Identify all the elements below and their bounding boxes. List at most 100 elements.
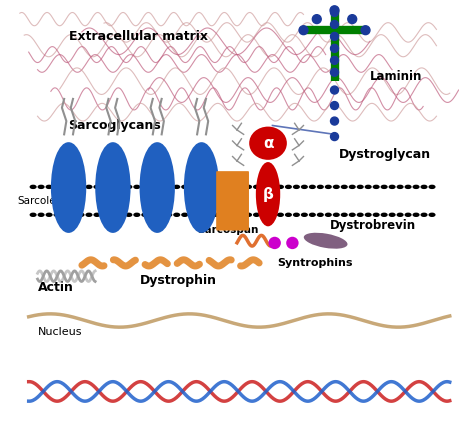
Ellipse shape bbox=[52, 143, 85, 232]
Ellipse shape bbox=[309, 213, 316, 217]
Ellipse shape bbox=[333, 185, 340, 189]
Ellipse shape bbox=[197, 213, 204, 217]
Ellipse shape bbox=[286, 237, 299, 249]
Ellipse shape bbox=[373, 185, 380, 189]
Ellipse shape bbox=[253, 213, 260, 217]
Ellipse shape bbox=[293, 185, 300, 189]
Ellipse shape bbox=[157, 185, 164, 189]
Ellipse shape bbox=[412, 213, 419, 217]
Ellipse shape bbox=[420, 213, 428, 217]
Ellipse shape bbox=[420, 185, 428, 189]
Circle shape bbox=[330, 21, 338, 29]
Ellipse shape bbox=[428, 185, 436, 189]
Ellipse shape bbox=[269, 185, 276, 189]
Ellipse shape bbox=[397, 213, 404, 217]
Ellipse shape bbox=[125, 185, 132, 189]
Text: Laminin: Laminin bbox=[370, 70, 422, 83]
Ellipse shape bbox=[197, 185, 204, 189]
Ellipse shape bbox=[70, 213, 77, 217]
Ellipse shape bbox=[285, 213, 292, 217]
Ellipse shape bbox=[341, 213, 348, 217]
Ellipse shape bbox=[304, 233, 347, 249]
Ellipse shape bbox=[205, 185, 212, 189]
Circle shape bbox=[330, 6, 339, 15]
Circle shape bbox=[361, 26, 370, 35]
Ellipse shape bbox=[70, 185, 77, 189]
Ellipse shape bbox=[165, 185, 172, 189]
Circle shape bbox=[330, 86, 338, 94]
Circle shape bbox=[330, 132, 338, 140]
Ellipse shape bbox=[349, 213, 356, 217]
Ellipse shape bbox=[249, 127, 287, 160]
Ellipse shape bbox=[133, 213, 140, 217]
Ellipse shape bbox=[341, 185, 348, 189]
Ellipse shape bbox=[229, 185, 236, 189]
Ellipse shape bbox=[62, 213, 69, 217]
Ellipse shape bbox=[165, 213, 172, 217]
Circle shape bbox=[299, 26, 308, 35]
Circle shape bbox=[330, 45, 338, 52]
Ellipse shape bbox=[118, 185, 124, 189]
Ellipse shape bbox=[109, 185, 117, 189]
Ellipse shape bbox=[237, 213, 244, 217]
Ellipse shape bbox=[301, 185, 308, 189]
Ellipse shape bbox=[381, 185, 388, 189]
Ellipse shape bbox=[389, 213, 396, 217]
Ellipse shape bbox=[389, 185, 396, 189]
Ellipse shape bbox=[229, 213, 236, 217]
Text: Sarcospan: Sarcospan bbox=[197, 225, 258, 235]
Ellipse shape bbox=[325, 213, 332, 217]
Ellipse shape bbox=[221, 185, 228, 189]
Ellipse shape bbox=[118, 213, 124, 217]
Circle shape bbox=[330, 56, 338, 64]
Circle shape bbox=[330, 117, 338, 125]
Text: α: α bbox=[263, 136, 273, 151]
Ellipse shape bbox=[37, 213, 45, 217]
Text: Syntrophins: Syntrophins bbox=[277, 258, 352, 268]
Ellipse shape bbox=[101, 185, 109, 189]
Ellipse shape bbox=[365, 185, 372, 189]
Ellipse shape bbox=[317, 213, 324, 217]
Ellipse shape bbox=[268, 237, 281, 249]
Ellipse shape bbox=[261, 185, 268, 189]
Ellipse shape bbox=[349, 185, 356, 189]
Ellipse shape bbox=[221, 213, 228, 217]
Ellipse shape bbox=[149, 185, 156, 189]
Circle shape bbox=[330, 68, 338, 76]
Text: Actin: Actin bbox=[37, 281, 73, 294]
Ellipse shape bbox=[85, 185, 92, 189]
Ellipse shape bbox=[317, 185, 324, 189]
Ellipse shape bbox=[37, 185, 45, 189]
Ellipse shape bbox=[356, 185, 364, 189]
Ellipse shape bbox=[356, 213, 364, 217]
Text: Sarcoglycans: Sarcoglycans bbox=[69, 119, 161, 132]
Ellipse shape bbox=[181, 213, 188, 217]
Ellipse shape bbox=[181, 185, 188, 189]
Ellipse shape bbox=[54, 185, 61, 189]
Ellipse shape bbox=[245, 185, 252, 189]
Text: Dystroglycan: Dystroglycan bbox=[339, 148, 431, 161]
Ellipse shape bbox=[373, 213, 380, 217]
Ellipse shape bbox=[333, 213, 340, 217]
Ellipse shape bbox=[101, 213, 109, 217]
Ellipse shape bbox=[173, 185, 180, 189]
Ellipse shape bbox=[253, 185, 260, 189]
FancyBboxPatch shape bbox=[216, 171, 249, 231]
Ellipse shape bbox=[125, 213, 132, 217]
Bar bbox=[33, 189, 437, 213]
Ellipse shape bbox=[256, 162, 280, 226]
Ellipse shape bbox=[404, 185, 411, 189]
Ellipse shape bbox=[46, 185, 53, 189]
Ellipse shape bbox=[365, 213, 372, 217]
Ellipse shape bbox=[189, 213, 196, 217]
Circle shape bbox=[348, 15, 356, 24]
Circle shape bbox=[312, 15, 321, 24]
Ellipse shape bbox=[397, 185, 404, 189]
Ellipse shape bbox=[293, 213, 300, 217]
Ellipse shape bbox=[185, 143, 218, 232]
Ellipse shape bbox=[404, 213, 411, 217]
Ellipse shape bbox=[428, 213, 436, 217]
Ellipse shape bbox=[133, 185, 140, 189]
Text: Dystrophin: Dystrophin bbox=[139, 274, 217, 287]
Ellipse shape bbox=[54, 213, 61, 217]
